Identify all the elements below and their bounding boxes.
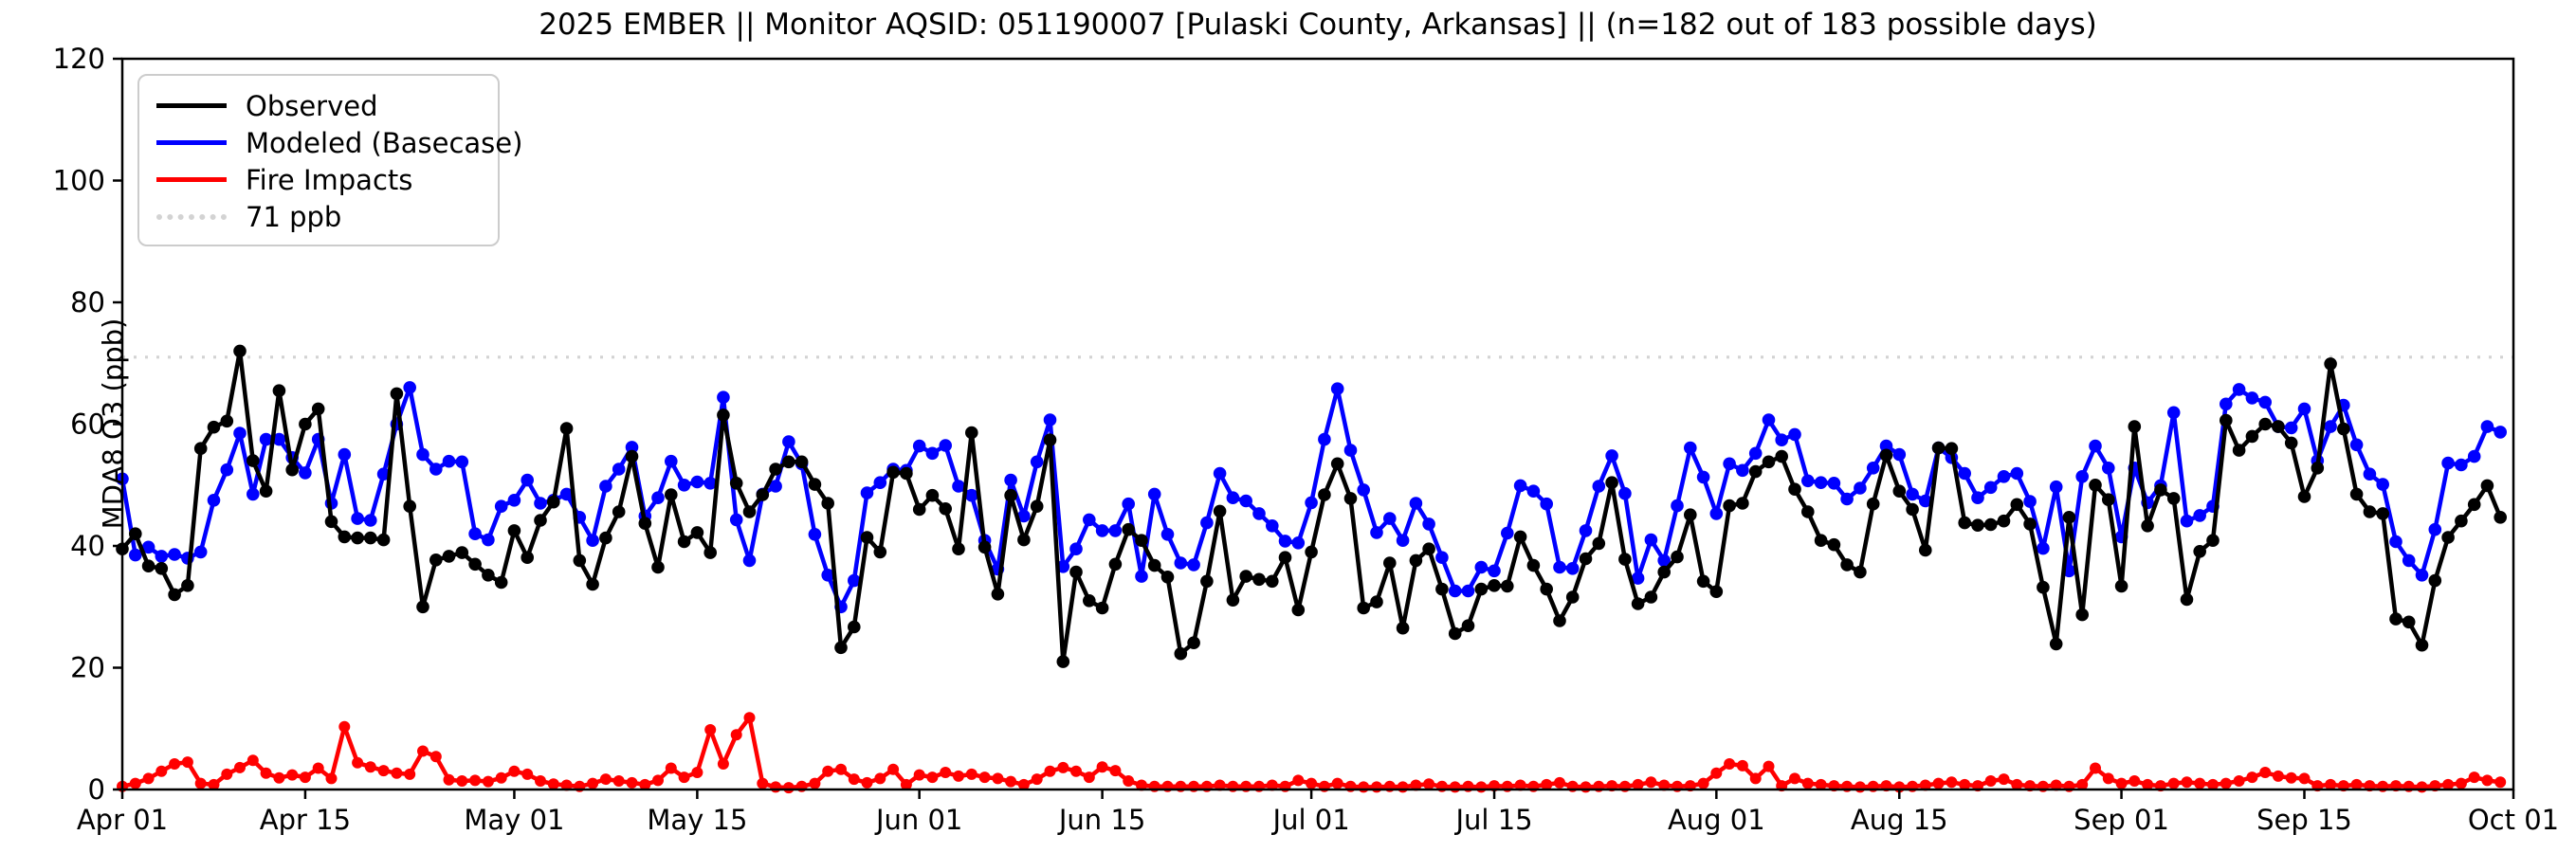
legend-item-fire: Fire Impacts — [156, 161, 498, 198]
legend-item-observed: Observed — [156, 87, 498, 124]
legend-item-threshold: 71 ppb — [156, 198, 498, 235]
svg-text:Jun 01: Jun 01 — [874, 804, 962, 836]
svg-text:Apr 01: Apr 01 — [77, 804, 168, 836]
legend-item-modeled: Modeled (Basecase) — [156, 124, 522, 161]
observed-line-swatch — [156, 103, 227, 108]
series-observed — [116, 344, 2507, 668]
svg-text:Apr 15: Apr 15 — [260, 804, 351, 836]
svg-text:Jun 15: Jun 15 — [1057, 804, 1145, 836]
legend-label-observed: Observed — [246, 89, 378, 122]
svg-text:Aug 15: Aug 15 — [1851, 804, 1948, 836]
svg-text:Sep 01: Sep 01 — [2074, 804, 2169, 836]
legend-label-fire: Fire Impacts — [246, 163, 413, 196]
series-modeled-basecase- — [116, 381, 2507, 614]
fire-line-swatch — [156, 177, 227, 182]
modeled-line-swatch — [156, 140, 227, 145]
svg-text:May 15: May 15 — [647, 804, 747, 836]
threshold-line-swatch — [156, 213, 227, 220]
svg-text:May 01: May 01 — [464, 804, 564, 836]
y-axis-ticks: 0 20 40 60 80 100 120 — [53, 43, 122, 806]
legend-label-modeled: Modeled (Basecase) — [246, 126, 523, 159]
legend: Observed Modeled (Basecase) Fire Impacts… — [137, 74, 522, 246]
svg-text:20: 20 — [70, 652, 105, 684]
svg-text:60: 60 — [70, 408, 105, 441]
svg-text:0: 0 — [88, 773, 105, 806]
legend-label-threshold: 71 ppb — [246, 200, 342, 233]
y-axis-label: MDA8 O3 (ppb) — [97, 318, 130, 530]
svg-text:100: 100 — [53, 165, 105, 197]
svg-text:40: 40 — [70, 530, 105, 562]
svg-text:Oct 01: Oct 01 — [2468, 804, 2559, 836]
series-fire-impacts — [117, 712, 2507, 794]
svg-text:Jul 01: Jul 01 — [1271, 804, 1350, 836]
data-series — [116, 344, 2507, 794]
x-axis-ticks: Apr 01 Apr 15 May 01 May 15 Jun 01 Jun 15 Jul … — [77, 789, 2559, 836]
svg-text:Sep 15: Sep 15 — [2256, 804, 2352, 836]
svg-text:80: 80 — [70, 286, 105, 318]
chart-title: 2025 EMBER || Monitor AQSID: 051190007 [… — [539, 8, 2097, 42]
svg-text:120: 120 — [53, 43, 105, 75]
svg-text:Aug 01: Aug 01 — [1668, 804, 1765, 836]
svg-text:Jul 15: Jul 15 — [1453, 804, 1532, 836]
